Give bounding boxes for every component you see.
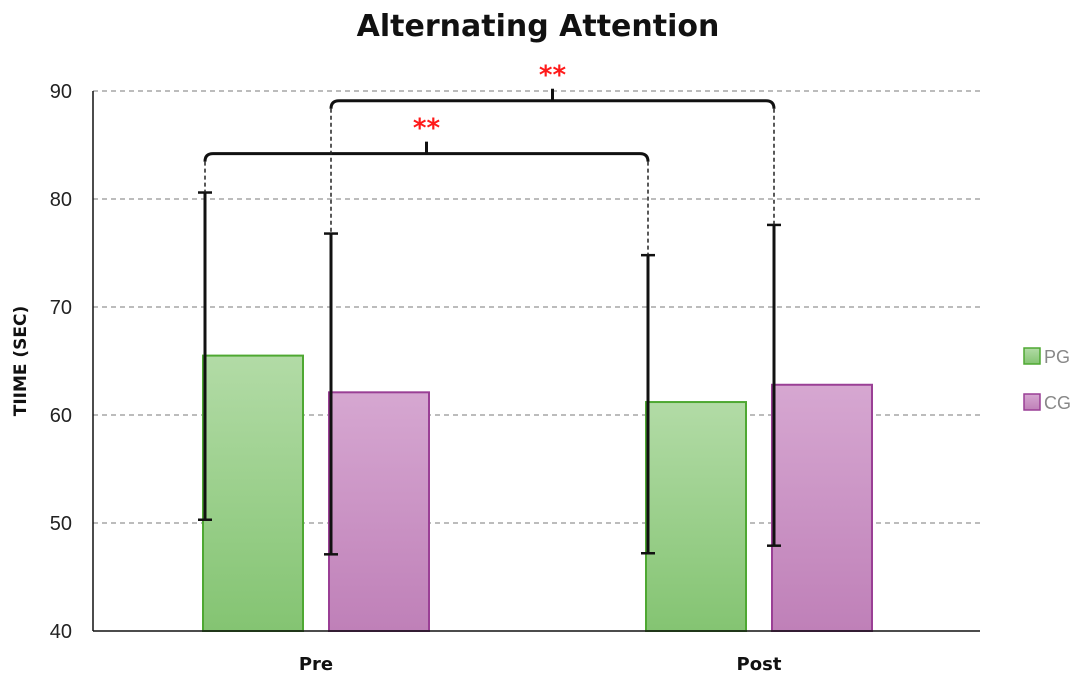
y-tick-label: 50 (50, 513, 72, 535)
bar-cg-pre (328, 391, 430, 632)
error-bars (198, 191, 781, 556)
y-tick-label: 40 (50, 621, 72, 643)
y-tick-label: 70 (50, 297, 72, 319)
chart-title: Alternating Attention (357, 9, 720, 44)
x-tick-label: Pre (299, 654, 333, 675)
bracket (203, 152, 650, 162)
legend-swatch-pg (1023, 347, 1041, 365)
legend-label-cg: CG (1044, 393, 1071, 413)
legend-swatch-cg (1023, 393, 1041, 411)
y-tick-label: 90 (50, 81, 72, 103)
significance-label: ** (539, 61, 567, 91)
x-tick-label: Post (737, 654, 782, 675)
bracket (329, 99, 776, 109)
significance-label: ** (413, 114, 441, 144)
bar-pg-pre (202, 354, 304, 632)
legend-label-pg: PG (1044, 347, 1070, 367)
y-axis-label: TIIME (SEC) (11, 306, 31, 417)
bar-cg-post (771, 383, 873, 633)
y-tick-label: 80 (50, 189, 72, 211)
x-axis-ticks: Pre Post (299, 654, 782, 675)
legend: PG CG (1023, 347, 1071, 413)
bars (202, 354, 873, 633)
y-axis-ticks: 40 50 60 70 80 90 (50, 81, 72, 643)
axes (92, 91, 980, 632)
bar-pg-post (645, 401, 747, 633)
y-tick-label: 60 (50, 405, 72, 427)
significance-brackets: ** ** (203, 61, 776, 256)
